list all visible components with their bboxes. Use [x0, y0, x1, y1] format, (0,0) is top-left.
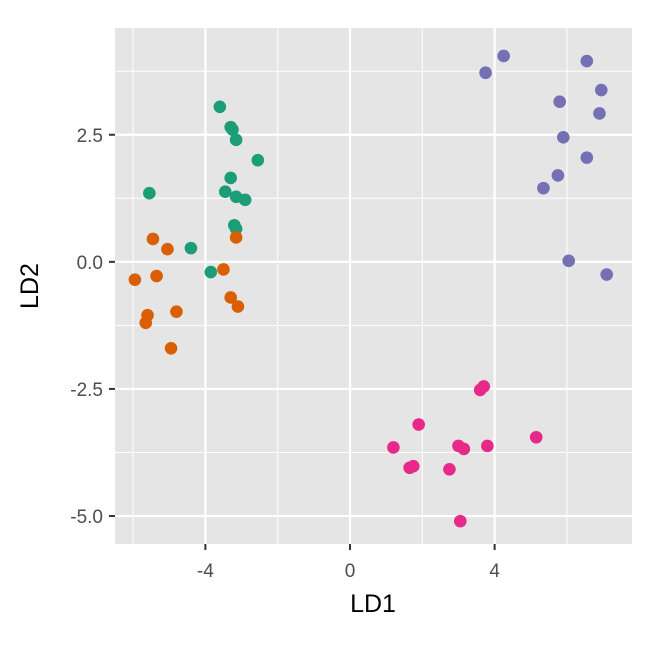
x-axis-title: LD1 [350, 590, 396, 618]
data-point-group-4 [412, 418, 425, 431]
x-tick-label: 0 [345, 561, 356, 582]
grid-minor [115, 28, 632, 544]
data-point-group-1 [226, 123, 239, 136]
data-point-group-2 [161, 242, 174, 256]
data-point-group-2 [229, 231, 243, 244]
y-tick-label: 2.5 [77, 126, 103, 147]
data-point-group-3 [562, 254, 576, 268]
data-point-group-3 [593, 107, 606, 120]
data-point-group-3 [557, 131, 570, 144]
data-point-group-1 [224, 171, 237, 185]
data-point-group-3 [537, 181, 550, 195]
data-point-group-1 [229, 133, 243, 147]
data-point-group-3 [580, 151, 594, 164]
data-point-group-2 [170, 305, 183, 318]
x-tick-label: -4 [197, 561, 214, 582]
grid-major [115, 28, 632, 544]
data-point-group-3 [580, 54, 594, 68]
data-point-group-2 [139, 316, 153, 330]
data-point-group-3 [551, 169, 565, 182]
data-point-group-4 [443, 462, 456, 476]
x-tick-labels: -4 0 4 [197, 561, 500, 582]
data-point-group-3 [594, 83, 608, 97]
data-point-group-4 [453, 514, 467, 528]
data-point-group-1 [238, 193, 252, 207]
data-point-group-3 [497, 49, 510, 63]
data-point-group-4 [481, 439, 494, 453]
data-point-group-1 [143, 186, 156, 200]
data-point-group-1 [204, 265, 218, 279]
data-point-group-4 [403, 461, 416, 475]
y-axis-title: LD2 [16, 263, 44, 309]
data-point-group-3 [479, 66, 492, 80]
data-point-group-2 [146, 232, 160, 246]
data-point-group-2 [164, 341, 178, 355]
x-tick-label: 4 [489, 561, 500, 582]
y-tick-label: 0.0 [77, 253, 103, 274]
data-point-group-4 [457, 442, 471, 456]
data-point-group-1 [213, 100, 227, 114]
data-point-group-1 [251, 153, 265, 167]
data-point-group-2 [217, 263, 230, 276]
data-points [128, 49, 613, 528]
axis-ticks [109, 133, 496, 550]
data-point-group-2 [128, 273, 142, 286]
data-point-group-2 [150, 269, 163, 283]
data-point-group-2 [231, 300, 245, 313]
plot-panel [115, 28, 632, 544]
y-tick-label: -2.5 [70, 380, 103, 401]
y-tick-labels: 2.5 0.0 -2.5 -5.0 [70, 126, 103, 528]
data-point-group-2 [224, 291, 237, 304]
data-point-group-3 [553, 95, 566, 109]
data-point-group-1 [218, 185, 232, 198]
y-tick-label: -5.0 [70, 507, 103, 528]
data-point-group-4 [387, 441, 400, 454]
data-point-group-1 [229, 222, 243, 236]
data-point-group-3 [600, 268, 613, 281]
data-point-group-1 [184, 241, 198, 255]
data-point-group-4 [529, 430, 543, 444]
data-point-group-4 [473, 383, 487, 397]
